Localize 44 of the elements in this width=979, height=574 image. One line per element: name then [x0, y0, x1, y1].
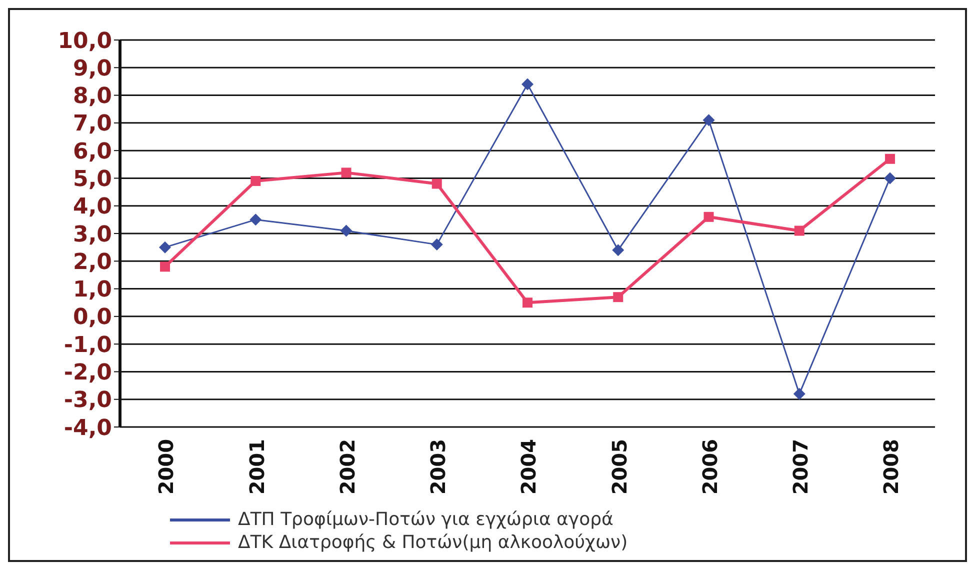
legend-label: ΔΤΠ Τροφίμων-Ποτών για εγχώρια αγορά	[238, 509, 614, 530]
y-tick-label: -1,0	[64, 332, 112, 358]
y-tick-label: 8,0	[73, 84, 112, 110]
x-tick-label: 2003	[426, 439, 450, 495]
y-tick-label: 9,0	[73, 56, 112, 82]
point	[884, 172, 896, 184]
point	[794, 226, 804, 236]
x-tick-label: 2000	[154, 439, 178, 495]
point	[340, 224, 352, 237]
y-tick-label: 10,0	[58, 28, 112, 54]
y-tick-label: 6,0	[73, 139, 112, 164]
legend-label: ΔΤΚ Διατροφής & Ποτών(μη αλκοολούχων)	[238, 532, 628, 553]
x-tick-label: 2002	[335, 439, 360, 495]
y-tick-label: 0,0	[73, 305, 112, 330]
point	[430, 238, 443, 251]
point	[160, 262, 170, 272]
x-tick-label: 2008	[879, 439, 904, 495]
y-tick-label: -3,0	[64, 388, 112, 414]
x-tick-label: 2006	[698, 439, 722, 495]
y-tick-label: 5,0	[73, 167, 112, 192]
point	[522, 298, 532, 308]
y-tick-label: 1,0	[73, 278, 112, 303]
y-tick-label: 3,0	[73, 222, 112, 248]
x-tick-label: 2001	[244, 439, 269, 495]
x-tick-label: 2007	[788, 439, 813, 495]
y-tick-label: 4,0	[73, 194, 112, 220]
point	[341, 168, 352, 178]
point	[704, 212, 714, 222]
y-tick-label: 7,0	[73, 112, 112, 137]
y-tick-label: -4,0	[64, 416, 112, 441]
point	[702, 114, 715, 126]
point	[885, 154, 895, 164]
point	[250, 214, 262, 226]
x-tick-label: 2005	[607, 439, 632, 495]
x-tick-label: 2004	[516, 439, 541, 495]
y-tick-label: 2,0	[73, 250, 112, 275]
point	[250, 176, 261, 186]
point	[432, 178, 442, 189]
point	[612, 244, 624, 256]
point	[793, 388, 806, 400]
point	[159, 241, 171, 254]
point	[613, 292, 624, 302]
point	[522, 78, 534, 90]
y-tick-label: -2,0	[64, 360, 112, 386]
